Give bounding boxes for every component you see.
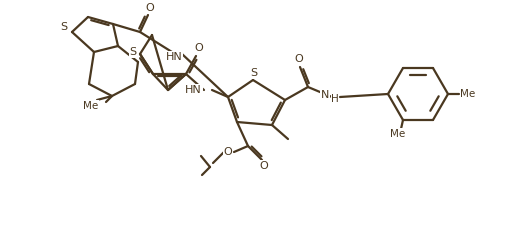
Text: H: H: [330, 94, 338, 104]
Text: Me: Me: [389, 129, 405, 139]
Text: O: O: [146, 3, 154, 13]
Text: O: O: [223, 147, 232, 157]
Text: S: S: [250, 68, 257, 78]
Text: Me: Me: [82, 101, 98, 111]
Text: S: S: [129, 47, 136, 57]
Text: N: N: [320, 90, 328, 100]
Text: O: O: [294, 54, 303, 64]
Text: Me: Me: [460, 89, 475, 99]
Text: HN: HN: [185, 85, 202, 95]
Text: O: O: [194, 43, 203, 53]
Text: HN: HN: [165, 52, 182, 62]
Text: O: O: [259, 161, 268, 171]
Text: S: S: [61, 22, 67, 32]
